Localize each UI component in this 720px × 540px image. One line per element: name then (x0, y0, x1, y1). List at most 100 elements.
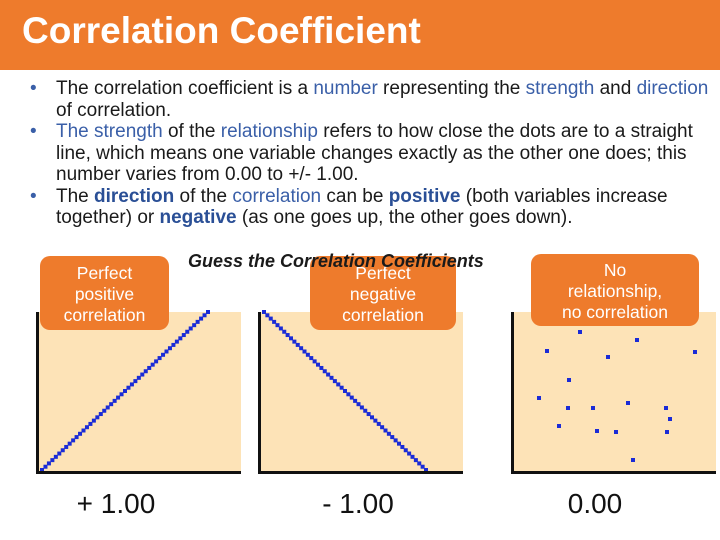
data-point (302, 349, 307, 354)
no-correlation-chart (511, 312, 716, 474)
data-point (322, 369, 327, 374)
data-point (545, 349, 549, 353)
data-point (119, 392, 124, 397)
bullet-text: of the (174, 185, 233, 207)
data-point (380, 425, 385, 430)
bullet-text: relationship (220, 121, 318, 142)
y-axis (36, 312, 39, 474)
data-point (635, 338, 639, 342)
data-point (91, 418, 96, 423)
data-point (43, 464, 48, 469)
x-axis (36, 471, 241, 474)
data-point (626, 401, 630, 405)
data-point (353, 398, 358, 403)
data-point (206, 310, 210, 314)
data-point (393, 438, 398, 443)
data-point (424, 468, 428, 472)
y-axis (511, 312, 514, 474)
data-point (319, 365, 324, 370)
bullet-list: The correlation coefficient is a number … (30, 78, 714, 229)
data-point (81, 428, 86, 433)
data-point (178, 336, 183, 341)
data-point (88, 421, 93, 426)
data-point (407, 451, 412, 456)
data-point (57, 451, 62, 456)
scatter-dots (537, 330, 697, 462)
data-point (566, 406, 570, 410)
data-point (614, 430, 618, 434)
data-point (376, 421, 381, 426)
data-point (157, 356, 162, 361)
bullet-text: The (56, 185, 95, 207)
coefficient-negative: - 1.00 (322, 488, 394, 519)
data-point (370, 415, 374, 420)
x-axis (258, 471, 463, 474)
data-point (265, 313, 270, 318)
data-point (268, 316, 273, 321)
data-point (606, 355, 610, 359)
data-point (312, 359, 317, 364)
data-point (336, 382, 341, 387)
data-point (95, 415, 100, 420)
bullet-text: and (594, 78, 637, 99)
callout-perfect-positive: Perfect positive correlation (40, 256, 169, 330)
bullet-text: negative (159, 207, 237, 228)
data-point (282, 329, 287, 334)
data-point (46, 461, 51, 466)
data-point (136, 375, 141, 380)
data-point (147, 365, 152, 370)
data-point (346, 392, 351, 397)
data-point (161, 352, 166, 357)
data-point (123, 389, 127, 393)
data-point (60, 448, 65, 453)
data-point (332, 379, 337, 384)
data-point (420, 464, 425, 469)
data-point (164, 349, 169, 354)
data-point (112, 398, 117, 403)
data-point (150, 362, 155, 367)
bullet-text: correlation (232, 185, 322, 207)
coefficient-positive: + 1.00 (76, 488, 156, 519)
negative-dots (262, 310, 428, 472)
data-point (50, 458, 55, 463)
data-point (285, 333, 290, 338)
data-point (363, 408, 368, 413)
title-bar: Correlation Coefficient (0, 0, 720, 70)
bullet-text: The strength (56, 121, 163, 142)
data-point (71, 438, 76, 443)
data-point (199, 316, 204, 321)
data-point (195, 319, 200, 324)
data-point (356, 402, 361, 407)
data-point (192, 323, 197, 328)
data-point (188, 326, 193, 331)
data-point (126, 385, 131, 390)
data-point (397, 441, 401, 446)
data-point (390, 435, 395, 440)
bullet-text: of the (162, 121, 221, 142)
bullet-item: The correlation coefficient is a number … (30, 78, 714, 121)
data-point (67, 441, 72, 446)
data-point (289, 336, 293, 341)
bullet-text: direction (636, 78, 709, 99)
data-point (174, 339, 179, 344)
data-point (359, 405, 364, 410)
data-point (537, 396, 541, 400)
data-point (386, 431, 391, 436)
data-point (154, 359, 159, 364)
data-point (278, 326, 283, 331)
data-point (185, 329, 190, 334)
data-point (292, 339, 297, 344)
data-point (567, 378, 571, 382)
data-point (595, 429, 599, 433)
data-point (309, 356, 314, 361)
data-point (366, 412, 371, 417)
bullet-text: (both variables increase together) or (56, 185, 668, 229)
data-point (383, 428, 388, 433)
data-point (578, 330, 582, 334)
coefficient-zero: 0.00 (567, 488, 623, 519)
data-point (262, 310, 266, 314)
data-point (78, 431, 83, 436)
data-point (140, 372, 145, 377)
data-point (591, 406, 595, 410)
bullet-text: The correlation coefficient is a (56, 78, 314, 99)
